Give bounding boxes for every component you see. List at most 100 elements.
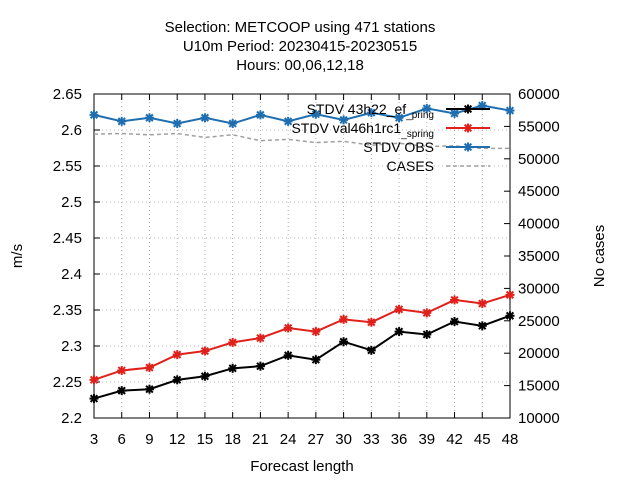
legend-label: STDV 43h22_ef_pring (307, 101, 434, 121)
data-point (255, 333, 265, 343)
y2-tick-label: 15000 (518, 378, 560, 395)
legend-label-main: STDV val46h1rc1 (291, 120, 401, 136)
data-point (144, 363, 154, 373)
data-point (477, 299, 487, 309)
series-1 (89, 290, 515, 385)
y-tick-label: 2.25 (53, 374, 82, 391)
y-tick-label: 2.5 (61, 194, 82, 211)
data-point (505, 311, 515, 321)
data-point (255, 110, 265, 120)
x-tick-label: 39 (418, 431, 435, 448)
series (89, 101, 515, 404)
legend-item: STDV OBS (363, 139, 490, 155)
data-point (255, 361, 265, 371)
y-tick-label: 2.65 (53, 86, 82, 103)
legend-label-main: STDV OBS (363, 139, 434, 155)
series-line (93, 104, 511, 125)
y2-tick-label: 25000 (518, 313, 560, 330)
title-line: Hours: 00,06,12,18 (236, 57, 364, 74)
x-tick-label: 30 (335, 431, 352, 448)
legend-label: STDV val46h1rc1_spring (291, 120, 434, 140)
data-point (117, 116, 127, 126)
legend-label: CASES (387, 158, 434, 174)
legend-item: CASES (387, 158, 490, 174)
x-tick-label: 21 (252, 431, 269, 448)
y2-tick-label: 35000 (518, 248, 560, 265)
data-point (89, 375, 99, 385)
data-point (283, 350, 293, 360)
x-tick-label: 36 (391, 431, 408, 448)
data-point (505, 106, 515, 116)
legend-label-sub: _pring (405, 110, 434, 121)
data-point (505, 290, 515, 300)
data-point (463, 104, 473, 114)
legend-label: STDV OBS (363, 139, 434, 155)
title-line: Selection: METCOOP using 471 stations (165, 19, 436, 36)
data-point (283, 323, 293, 333)
legend-item: STDV 43h22_ef_pring (307, 101, 490, 121)
y-tick-label: 2.35 (53, 302, 82, 319)
data-point (422, 329, 432, 339)
data-point (450, 317, 460, 327)
data-point (89, 110, 99, 120)
data-point (477, 321, 487, 331)
data-point (228, 363, 238, 373)
x-tick-label: 42 (446, 431, 463, 448)
data-point (283, 116, 293, 126)
data-point (450, 295, 460, 305)
grid (94, 94, 510, 418)
x-tick-label: 45 (474, 431, 491, 448)
x-tick-label: 15 (197, 431, 214, 448)
x-tick-label: 6 (118, 431, 126, 448)
data-point (394, 113, 404, 123)
y2-tick-label: 50000 (518, 151, 560, 168)
x-tick-label: 48 (502, 431, 519, 448)
data-point (200, 346, 210, 356)
y-tick-label: 2.4 (61, 266, 82, 283)
data-point (144, 113, 154, 123)
x-tick-label: 27 (308, 431, 325, 448)
data-point (463, 142, 473, 152)
y2-tick-label: 60000 (518, 86, 560, 103)
data-point (172, 119, 182, 129)
x-tick-label: 3 (90, 431, 98, 448)
data-point (200, 113, 210, 123)
data-point (339, 115, 349, 125)
data-point (450, 108, 460, 118)
title-line: U10m Period: 20230415-20230515 (183, 38, 417, 55)
data-point (394, 327, 404, 337)
y-tick-label: 2.6 (61, 122, 82, 139)
series-line (93, 293, 511, 381)
axis-ticks: 3 6 9 12 15 18 21 24 27 30 33 36 39 42 45 482.22.252.32… (53, 86, 560, 448)
data-point (339, 337, 349, 347)
data-point (228, 337, 238, 347)
x-tick-label: 12 (169, 431, 186, 448)
y-tick-label: 2.2 (61, 410, 82, 427)
series-line (93, 314, 511, 400)
legend-label-main: STDV 43h22_ef (307, 101, 407, 117)
data-point (144, 384, 154, 394)
data-point (422, 103, 432, 113)
x-tick-label: 9 (145, 431, 153, 448)
y-axis-label: m/s (9, 244, 26, 268)
data-point (366, 108, 376, 118)
x-tick-label: 18 (224, 431, 241, 448)
data-point (394, 304, 404, 314)
y2-tick-label: 30000 (518, 280, 560, 297)
series-2 (89, 101, 515, 129)
y2-tick-label: 45000 (518, 183, 560, 200)
data-point (311, 327, 321, 337)
y-tick-label: 2.55 (53, 158, 82, 175)
series-0 (89, 311, 515, 404)
data-point (200, 371, 210, 381)
data-point (172, 375, 182, 385)
x-tick-label: 24 (280, 431, 297, 448)
chart-title: Selection: METCOOP using 471 stations U10… (165, 19, 436, 74)
x-axis-label: Forecast length (250, 458, 353, 475)
legend-label-sub: _spring (400, 129, 434, 140)
data-point (311, 109, 321, 119)
legend-item: STDV val46h1rc1_spring (291, 120, 490, 140)
y2-tick-label: 40000 (518, 216, 560, 233)
